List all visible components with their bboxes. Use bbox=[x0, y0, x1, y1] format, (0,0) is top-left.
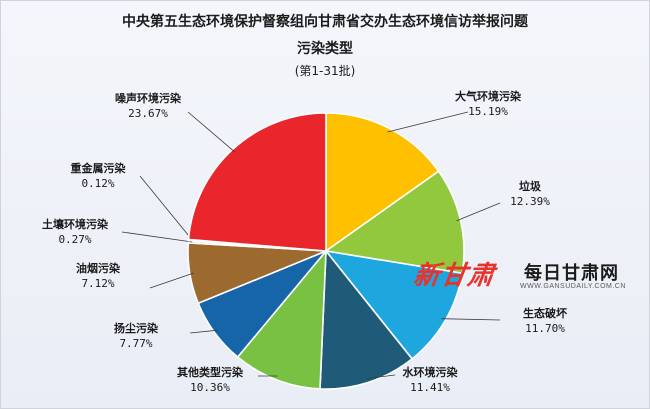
pie-slice-5 bbox=[236, 248, 327, 390]
slice-value-6: 7.77% bbox=[119, 337, 152, 350]
slice-value-1: 15.19% bbox=[468, 105, 508, 118]
pie-slice-2 bbox=[323, 170, 465, 275]
slice-value-7: 7.12% bbox=[81, 277, 114, 290]
leader-line-3 bbox=[441, 318, 501, 321]
pie-slice-3 bbox=[324, 249, 464, 360]
slice-value-10: 23.67% bbox=[128, 107, 168, 120]
leader-line-10 bbox=[187, 111, 236, 153]
slice-value-9: 0.12% bbox=[81, 177, 114, 190]
slice-label-7: 油烟污染 bbox=[76, 261, 121, 275]
slice-label-8: 土壤环境污染 bbox=[42, 217, 109, 231]
chart-title: 中央第五生态环境保护督察组向甘肃省交办生态环境信访举报问题 bbox=[122, 14, 528, 30]
chart-subtitle: 污染类型 bbox=[297, 41, 353, 57]
slice-label-6: 扬尘污染 bbox=[114, 321, 159, 335]
slice-label-9: 重金属污染 bbox=[71, 161, 127, 175]
leader-line-4 bbox=[367, 374, 396, 379]
watermark-site: 每日甘肃网 bbox=[524, 263, 619, 284]
leader-line-6 bbox=[189, 329, 218, 334]
slice-label-5: 其他类型污染 bbox=[177, 365, 244, 379]
leader-line-9 bbox=[139, 175, 193, 241]
slice-label-1: 大气环境污染 bbox=[455, 89, 522, 103]
leader-line-1 bbox=[387, 111, 469, 133]
slice-label-4: 水环境污染 bbox=[403, 365, 459, 379]
slice-label-3: 生态破坏 bbox=[523, 306, 567, 320]
pie-slice-10 bbox=[187, 112, 327, 252]
slice-value-3: 11.70% bbox=[525, 322, 565, 335]
watermark-url: WWW.GANSUDAILY.COM.CN bbox=[520, 283, 626, 290]
leader-line-2 bbox=[456, 202, 501, 222]
slice-value-4: 11.41% bbox=[410, 381, 450, 394]
leader-line-8 bbox=[121, 231, 193, 243]
slice-label-10: 噪声环境污染 bbox=[115, 91, 182, 105]
pie-slice-1 bbox=[325, 112, 440, 253]
chart-batch-range: (第1-31批) bbox=[294, 64, 356, 78]
leader-line-7 bbox=[149, 272, 194, 289]
pie-slice-4 bbox=[319, 248, 414, 390]
slice-label-2: 垃圾 bbox=[519, 179, 542, 193]
slice-value-8: 0.27% bbox=[58, 233, 91, 246]
slice-value-2: 12.39% bbox=[510, 195, 550, 208]
slice-value-5: 10.36% bbox=[190, 381, 230, 394]
watermark-brand: 新甘肃 bbox=[411, 261, 497, 291]
